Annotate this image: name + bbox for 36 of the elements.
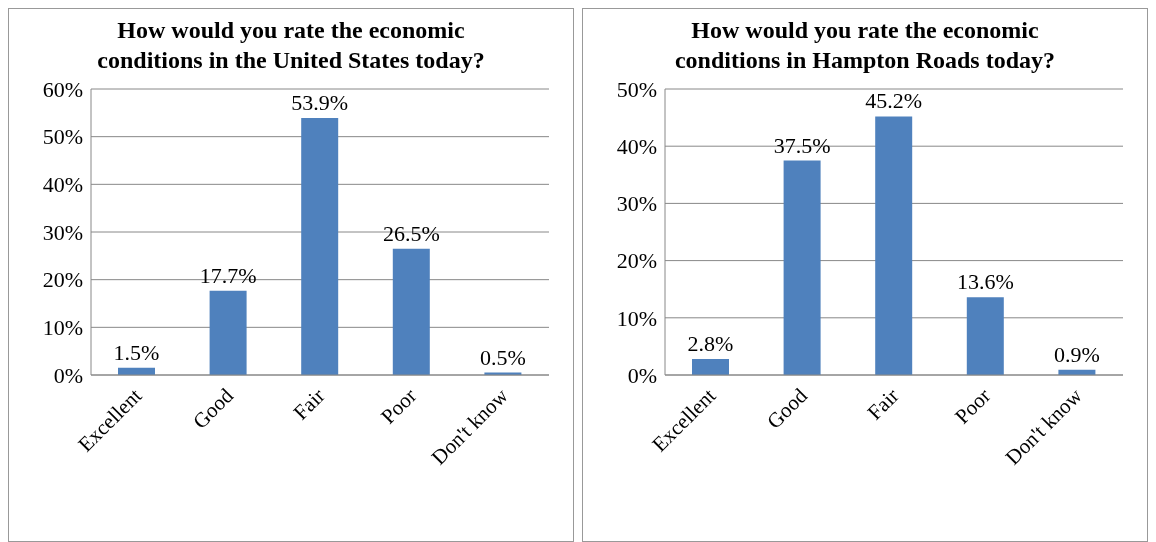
data-label: 0.9% — [1053, 341, 1100, 367]
y-tick-label: 0% — [53, 362, 83, 388]
x-tick-label: Fair — [288, 383, 330, 425]
data-label: 13.6% — [956, 269, 1014, 295]
chart-title: How would you rate the economic conditions in Hampton Roads today? — [673, 16, 1057, 75]
x-tick-label: Poor — [376, 383, 422, 429]
bar — [301, 118, 339, 375]
y-tick-label: 10% — [42, 315, 83, 341]
x-tick-label: Fair — [862, 383, 904, 425]
y-tick-label: 30% — [616, 191, 657, 217]
x-tick-label: Poor — [950, 383, 996, 429]
bar — [875, 116, 913, 375]
bar — [692, 358, 729, 375]
data-label: 53.9% — [291, 90, 349, 116]
bar — [783, 160, 821, 375]
data-label: 17.7% — [199, 262, 257, 288]
data-label: 37.5% — [773, 132, 831, 158]
y-tick-label: 10% — [616, 305, 657, 331]
y-tick-label: 30% — [42, 219, 83, 245]
data-label: 2.8% — [687, 330, 734, 356]
y-tick-label: 40% — [42, 172, 83, 198]
y-tick-label: 60% — [42, 76, 83, 102]
y-tick-label: 50% — [42, 124, 83, 150]
data-label: 0.5% — [479, 344, 526, 370]
bar — [209, 290, 247, 375]
y-tick-label: 50% — [616, 76, 657, 102]
y-tick-label: 40% — [616, 134, 657, 160]
bar — [392, 248, 430, 375]
y-tick-label: 20% — [42, 267, 83, 293]
y-tick-label: 20% — [616, 248, 657, 274]
data-label: 45.2% — [865, 88, 923, 114]
y-tick-label: 0% — [627, 362, 657, 388]
data-label: 26.5% — [382, 220, 440, 246]
bar — [966, 297, 1004, 375]
chart-title: How would you rate the economic conditions in the United States today? — [96, 16, 486, 75]
data-label: 1.5% — [113, 339, 160, 365]
